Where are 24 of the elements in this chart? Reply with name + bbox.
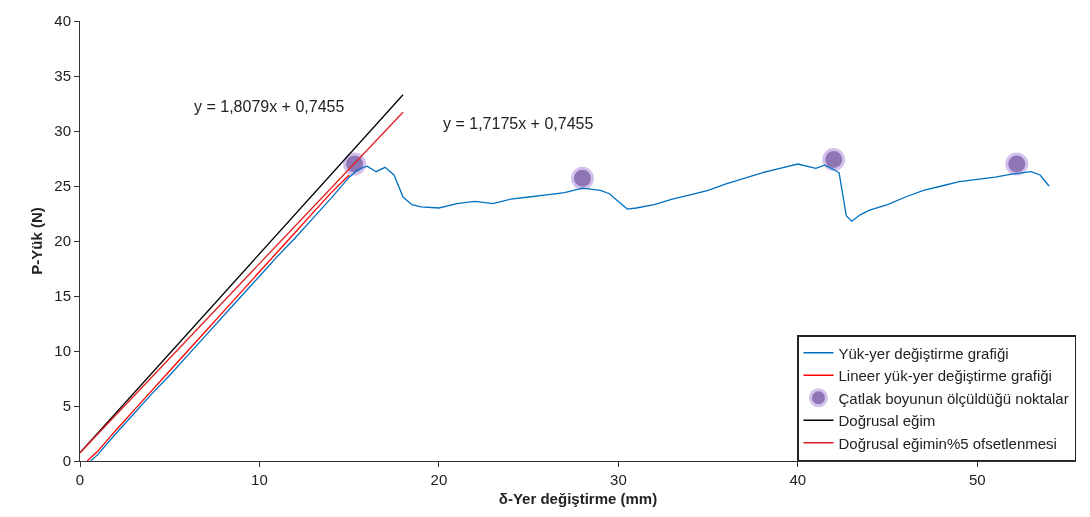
y-tick-label: 10 [54, 342, 71, 360]
x-tick-label: 30 [610, 471, 627, 488]
y-tick-label: 20 [54, 232, 71, 250]
legend-label: Doğrusal eğimin%5 ofsetlenmesi [838, 434, 1057, 452]
annotation: y = 1,7175x + 0,7455 [443, 115, 594, 132]
legend-label: Lineer yük-yer değiştirme grafiği [838, 367, 1052, 385]
y-tick-label: 30 [54, 122, 71, 140]
annotation: y = 1,8079x + 0,7455 [194, 98, 345, 115]
y-tick-label: 5 [62, 397, 71, 415]
y-tick-label: 0 [62, 452, 71, 470]
x-tick-label: 50 [968, 471, 986, 488]
y-tick-label: 40 [54, 12, 71, 30]
legend-label: Çatlak boyunun ölçüldüğü noktalar [838, 389, 1069, 407]
y-tick-label: 35 [54, 67, 71, 85]
legend-label: Yük-yer değiştirme grafiği [838, 344, 1009, 362]
y-axis-title: P-Yük (N) [27, 207, 45, 275]
legend-label: Doğrusal eğim [838, 412, 936, 430]
x-tick-label: 40 [789, 471, 807, 488]
x-tick-label: 0 [75, 471, 85, 488]
y-tick-label: 25 [54, 177, 71, 195]
x-axis-title: δ-Yer değiştirme (mm) [498, 490, 658, 507]
y-tick-label: 15 [54, 287, 71, 305]
x-tick-label: 10 [251, 471, 268, 488]
x-tick-label: 20 [430, 471, 448, 488]
